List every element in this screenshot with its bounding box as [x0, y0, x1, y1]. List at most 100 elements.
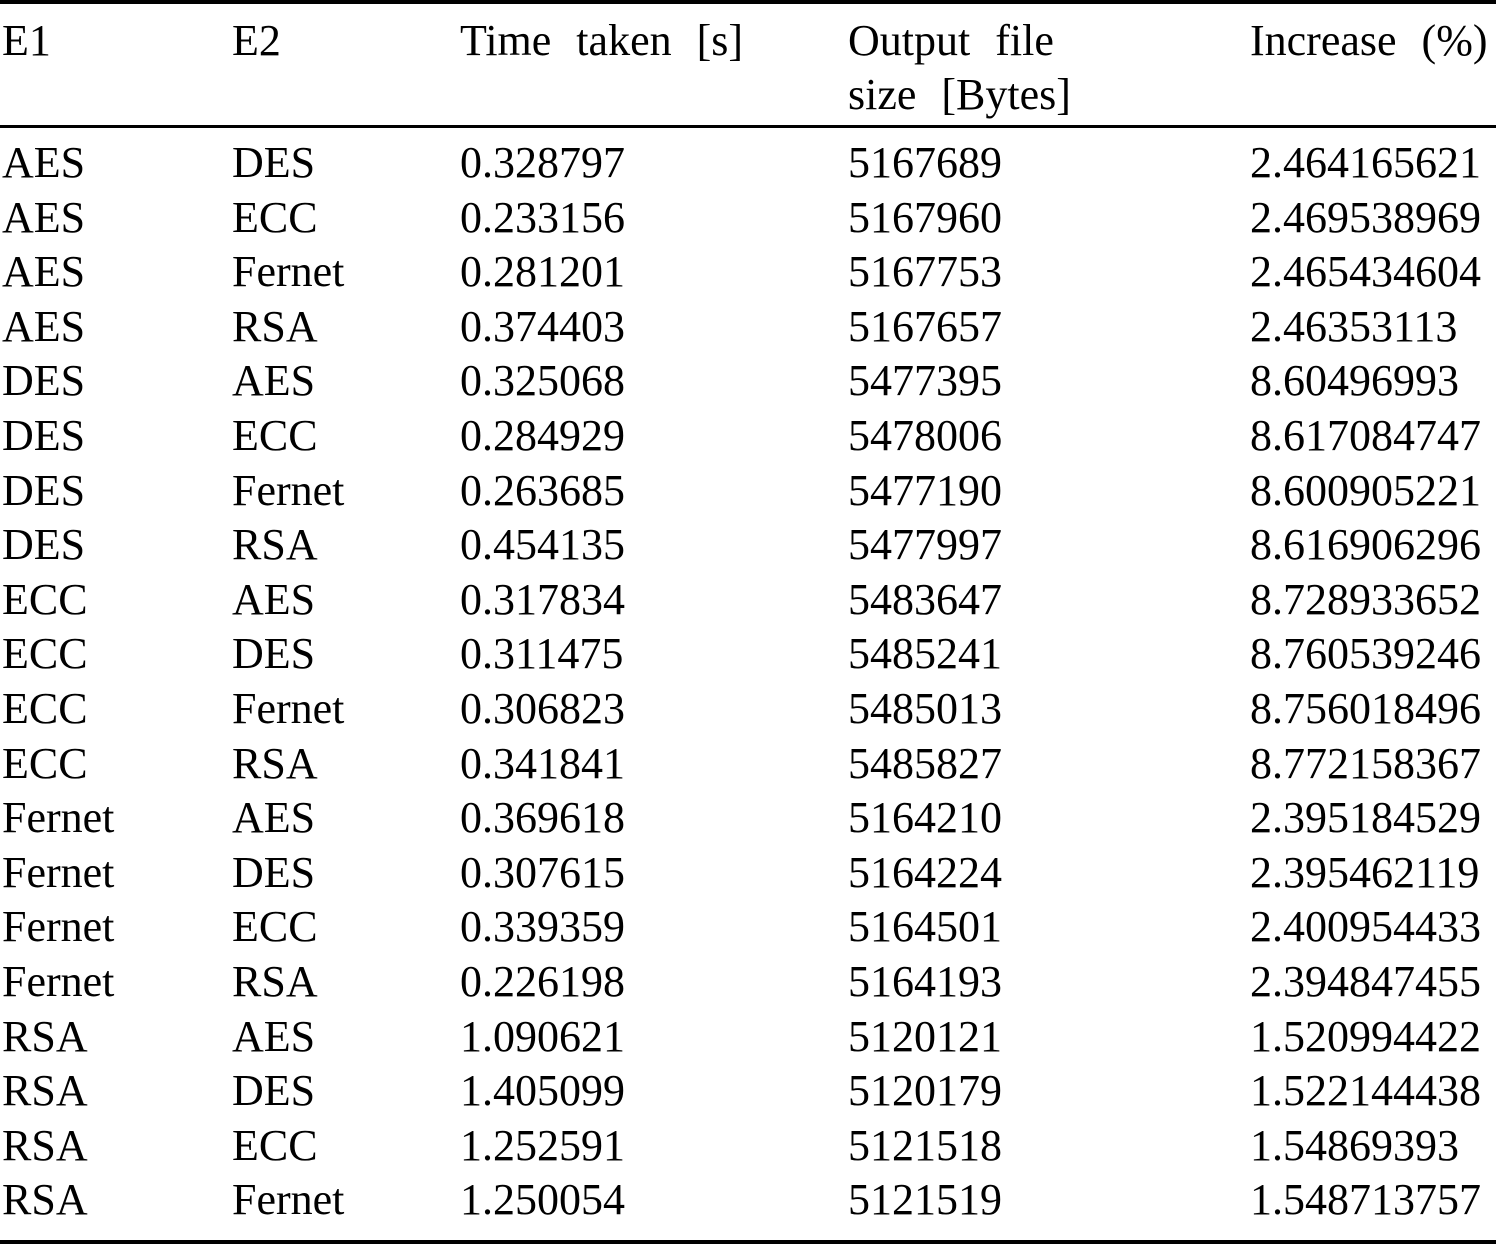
cell-e1: DES: [2, 520, 86, 570]
table-row: Fernet DES 0.307615 5164224 2.395462119: [0, 846, 1496, 901]
cell-e1: DES: [2, 465, 86, 515]
cell-time-taken: 1.405099: [460, 1066, 625, 1116]
cell-e2: DES: [232, 1066, 316, 1116]
cell-time-taken: 0.317834: [460, 574, 625, 624]
cell-increase: 2.465434604: [1250, 247, 1481, 297]
cell-e1: RSA: [2, 1120, 88, 1170]
cell-e2: ECC: [232, 192, 318, 242]
cell-e1: ECC: [2, 629, 88, 679]
cell-output-file-size: 5167689: [848, 138, 1002, 187]
table-row: ECC AES 0.317834 5483647 8.728933652: [0, 573, 1496, 628]
cell-e1: Fernet: [2, 956, 115, 1006]
cell-e2: ECC: [232, 410, 318, 460]
cell-output-file-size: 5485013: [848, 683, 1002, 733]
cell-increase: 1.548713757: [1250, 1175, 1481, 1225]
cell-e1: ECC: [2, 738, 88, 788]
cell-time-taken: 0.311475: [460, 629, 624, 679]
cell-output-file-size: 5167960: [848, 192, 1002, 242]
cell-increase: 8.600905221: [1250, 465, 1481, 515]
table-row: DES RSA 0.454135 5477997 8.616906296: [0, 518, 1496, 573]
cell-e1: DES: [2, 356, 86, 406]
cell-e2: DES: [232, 847, 316, 897]
header-output-file-size-line1: Output file: [848, 16, 1054, 65]
cell-e1: DES: [2, 410, 86, 460]
cell-time-taken: 1.252591: [460, 1120, 625, 1170]
cell-e2: DES: [232, 138, 316, 187]
cell-time-taken: 0.306823: [460, 683, 625, 733]
cell-output-file-size: 5477997: [848, 520, 1002, 570]
table-row: DES AES 0.325068 5477395 8.60496993: [0, 354, 1496, 409]
cell-e2: ECC: [232, 1120, 318, 1170]
cell-increase: 1.520994422: [1250, 1011, 1481, 1061]
cell-output-file-size: 5120121: [848, 1011, 1002, 1061]
table-row: ECC Fernet 0.306823 5485013 8.756018496: [0, 682, 1496, 737]
cell-time-taken: 0.233156: [460, 192, 625, 242]
header-output-file-size-line2: size [Bytes]: [848, 70, 1071, 119]
header-increase: Increase (%): [1250, 16, 1488, 65]
cell-time-taken: 0.284929: [460, 410, 625, 460]
cell-e1: AES: [2, 192, 86, 242]
cell-e1: Fernet: [2, 847, 115, 897]
cell-e2: AES: [232, 1011, 316, 1061]
cell-e2: RSA: [232, 738, 318, 788]
cell-increase: 8.756018496: [1250, 683, 1481, 733]
cell-e1: RSA: [2, 1066, 88, 1116]
cell-time-taken: 0.454135: [460, 520, 625, 570]
cell-time-taken: 0.263685: [460, 465, 625, 515]
cell-e2: Fernet: [232, 1175, 345, 1225]
cell-e1: RSA: [2, 1011, 88, 1061]
header-output-file-size: Output file size [Bytes]: [848, 14, 1071, 122]
table-row: ECC DES 0.311475 5485241 8.760539246: [0, 627, 1496, 682]
table-row: RSA ECC 1.252591 5121518 1.54869393: [0, 1119, 1496, 1174]
cell-increase: 1.522144438: [1250, 1066, 1481, 1116]
cell-increase: 1.54869393: [1250, 1120, 1459, 1170]
cell-e2: AES: [232, 574, 316, 624]
table-row: ECC RSA 0.341841 5485827 8.772158367: [0, 737, 1496, 792]
table-body: AES DES 0.328797 5167689 2.464165621 AES ECC 0.…: [0, 136, 1496, 1228]
cell-output-file-size: 5164210: [848, 793, 1002, 843]
cell-e1: AES: [2, 301, 86, 351]
cell-output-file-size: 5477395: [848, 356, 1002, 406]
table-bottom-rule: [0, 1240, 1496, 1244]
cell-increase: 2.469538969: [1250, 192, 1481, 242]
cell-output-file-size: 5164224: [848, 847, 1002, 897]
cell-output-file-size: 5477190: [848, 465, 1002, 515]
cell-time-taken: 1.090621: [460, 1011, 625, 1061]
table-row: AES DES 0.328797 5167689 2.464165621: [0, 136, 1496, 191]
cell-time-taken: 0.226198: [460, 956, 625, 1006]
cell-output-file-size: 5167657: [848, 301, 1002, 351]
cell-increase: 8.617084747: [1250, 410, 1481, 460]
cell-increase: 8.772158367: [1250, 738, 1481, 788]
cell-increase: 2.395184529: [1250, 793, 1481, 843]
cell-e1: AES: [2, 138, 86, 187]
cell-e2: RSA: [232, 520, 318, 570]
cell-e2: RSA: [232, 956, 318, 1006]
table-top-rule: [0, 0, 1496, 4]
table-row: AES Fernet 0.281201 5167753 2.465434604: [0, 245, 1496, 300]
cell-output-file-size: 5121519: [848, 1175, 1002, 1225]
cell-e2: Fernet: [232, 683, 345, 733]
cell-time-taken: 0.281201: [460, 247, 625, 297]
cell-e1: AES: [2, 247, 86, 297]
table-row: DES ECC 0.284929 5478006 8.617084747: [0, 409, 1496, 464]
table-row: RSA Fernet 1.250054 5121519 1.548713757: [0, 1173, 1496, 1228]
cell-output-file-size: 5485827: [848, 738, 1002, 788]
table-row: Fernet AES 0.369618 5164210 2.395184529: [0, 791, 1496, 846]
header-time-taken: Time taken [s]: [460, 16, 744, 65]
cell-output-file-size: 5164501: [848, 902, 1002, 952]
cell-e2: DES: [232, 629, 316, 679]
cell-e2: AES: [232, 356, 316, 406]
cell-time-taken: 0.374403: [460, 301, 625, 351]
cell-e2: ECC: [232, 902, 318, 952]
header-e1: E1: [2, 16, 51, 65]
cell-increase: 2.464165621: [1250, 138, 1481, 187]
cell-e1: ECC: [2, 683, 88, 733]
cell-increase: 2.46353113: [1250, 301, 1458, 351]
cell-time-taken: 0.341841: [460, 738, 625, 788]
header-e2: E2: [232, 16, 281, 65]
cell-output-file-size: 5478006: [848, 410, 1002, 460]
cell-e1: Fernet: [2, 902, 115, 952]
cell-increase: 2.400954433: [1250, 902, 1481, 952]
cell-e2: Fernet: [232, 247, 345, 297]
